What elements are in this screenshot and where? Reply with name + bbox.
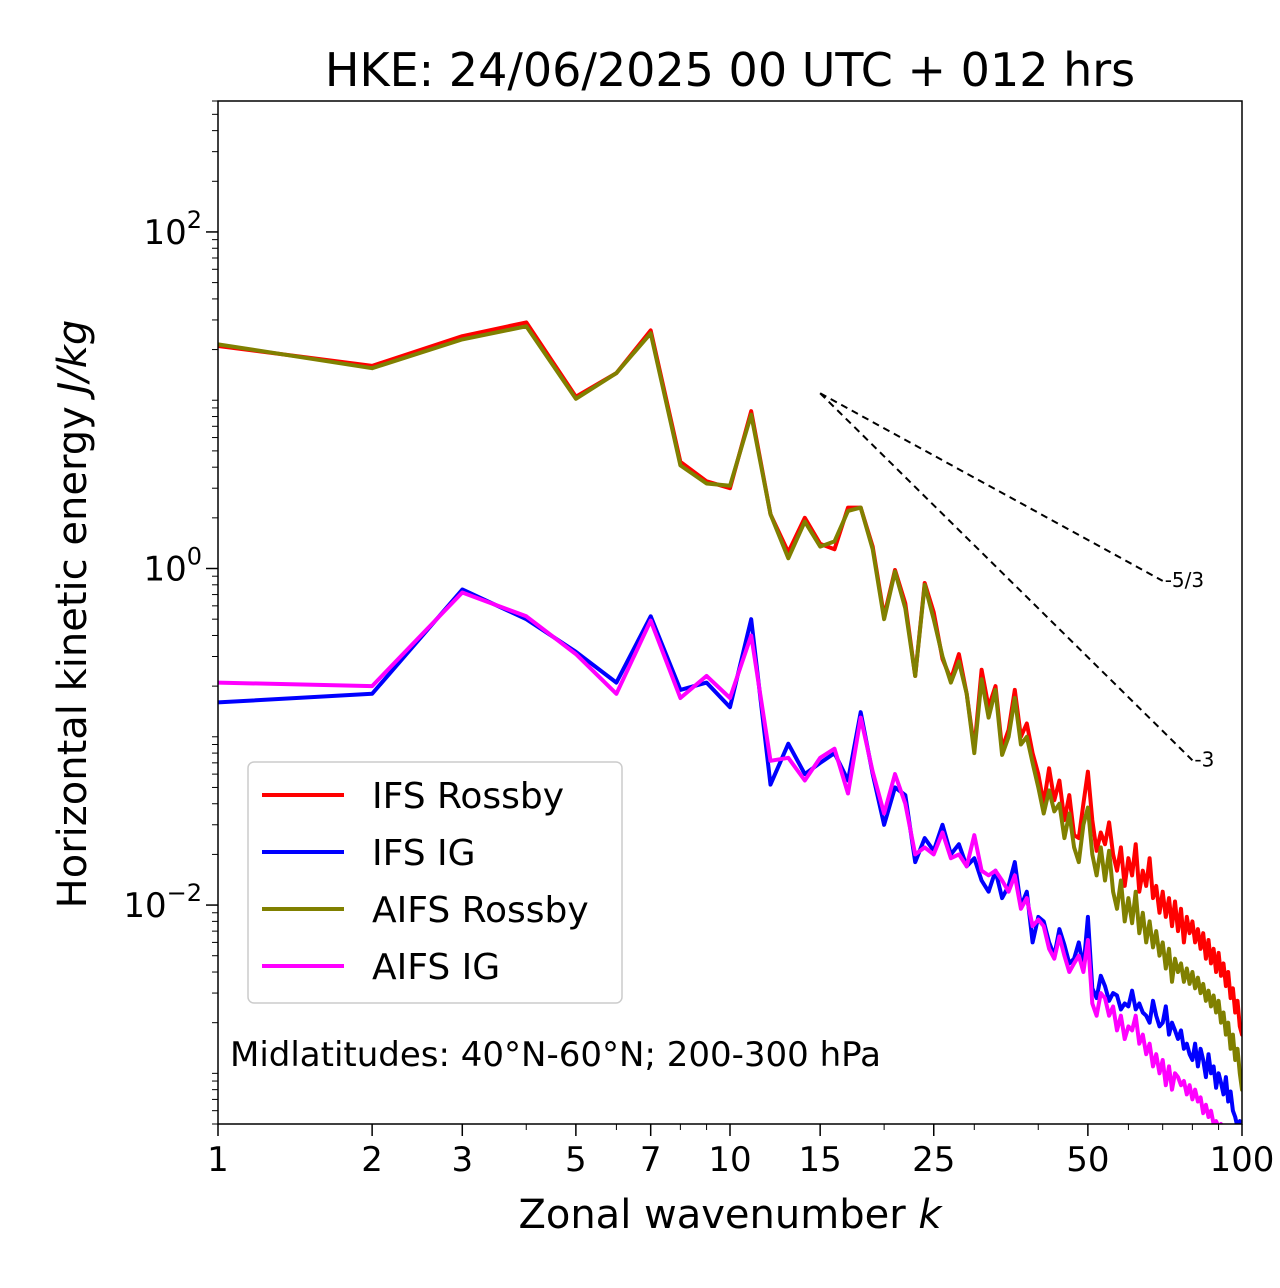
y-axis-label-text: Horizontal kinetic energy (50, 394, 96, 909)
x-tick-label: 15 (799, 1140, 842, 1180)
region-annotation: Midlatitudes: 40°N-60°N; 200-300 hPa (230, 1035, 881, 1075)
x-tick-label: 25 (912, 1140, 955, 1180)
reference-slope-label: -3 (1194, 747, 1214, 771)
y-tick-label: 10−2 (123, 879, 202, 926)
legend-label: AIFS Rossby (372, 890, 589, 931)
axis-ticks: 1 2 3 5 7 10 15 25 50 100 102 100 10−2 (123, 100, 1275, 1180)
legend: IFS Rossby IFS IG AIFS Rossby AIFS IG (247, 761, 623, 1004)
x-tick-label: 10 (708, 1140, 751, 1180)
legend-label: IFS Rossby (372, 776, 564, 817)
x-axis-label-var: k (918, 1192, 943, 1238)
legend-label: IFS IG (372, 833, 476, 874)
plot-frame (217, 100, 1243, 1125)
x-axis-label: Zonal wavenumber k (518, 1192, 943, 1238)
x-tick-label: 50 (1066, 1140, 1109, 1180)
y-axis-label: Horizontal kinetic energy J/kg (50, 320, 96, 909)
x-tick-label: 2 (361, 1140, 383, 1180)
series-layer (218, 320, 1242, 1124)
chart-title: HKE: 24/06/2025 00 UTC + 012 hrs (325, 43, 1135, 97)
x-axis-label-text: Zonal wavenumber (518, 1192, 918, 1238)
y-tick-label: 102 (143, 206, 202, 253)
x-tick-label: 3 (451, 1140, 473, 1180)
x-tick-label: 100 (1210, 1140, 1275, 1180)
legend-box (247, 761, 623, 1004)
x-tick-label: 7 (640, 1140, 662, 1180)
x-tick-label: 1 (207, 1140, 229, 1180)
series-line-aifs-rossby (218, 324, 1242, 1092)
legend-label: AIFS IG (372, 947, 500, 988)
y-tick-label: 100 (143, 543, 202, 590)
reference-slopes: -5/3 -3 (819, 392, 1214, 771)
reference-slope-line (819, 392, 1164, 582)
reference-slope-label: -5/3 (1165, 568, 1204, 592)
x-tick-label: 5 (565, 1140, 587, 1180)
reference-slope-line (819, 392, 1194, 761)
y-axis-label-unit: J/kg (50, 320, 96, 401)
series-line-aifs-ig (218, 590, 1224, 1124)
